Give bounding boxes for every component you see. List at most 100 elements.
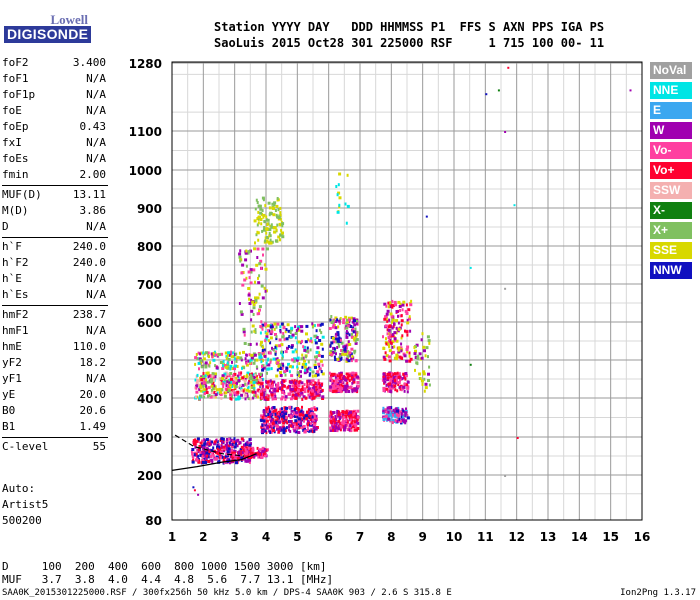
data-point — [387, 410, 390, 414]
data-point — [348, 415, 351, 419]
data-point — [263, 286, 266, 290]
data-point — [331, 351, 335, 355]
data-point — [210, 448, 214, 452]
data-point — [302, 425, 306, 428]
data-point — [346, 173, 349, 177]
data-point — [350, 413, 353, 417]
data-point — [401, 417, 405, 421]
data-point — [318, 382, 321, 385]
data-point — [398, 410, 402, 414]
data-point — [243, 443, 246, 447]
data-point — [402, 385, 406, 389]
data-point — [271, 418, 273, 422]
data-point — [251, 386, 254, 390]
data-point — [289, 414, 293, 418]
data-point — [350, 335, 354, 339]
data-point — [227, 353, 229, 357]
data-point — [395, 379, 398, 383]
data-point — [212, 374, 216, 378]
data-point — [264, 267, 268, 271]
data-point — [249, 358, 253, 362]
data-point — [343, 384, 347, 388]
data-point — [225, 355, 229, 359]
data-point — [311, 370, 315, 374]
data-point — [261, 196, 265, 200]
data-point — [248, 448, 252, 452]
data-point — [306, 410, 309, 414]
data-point — [305, 355, 307, 359]
data-point — [261, 368, 265, 372]
data-point — [391, 299, 394, 303]
data-point — [390, 381, 393, 385]
data-point — [309, 372, 312, 376]
data-point — [268, 232, 271, 235]
param-value: N/A — [86, 324, 106, 337]
data-point — [339, 338, 342, 342]
data-point — [271, 383, 274, 387]
data-point — [298, 328, 301, 332]
data-point — [227, 374, 231, 378]
data-point — [271, 422, 275, 426]
data-point — [315, 388, 318, 392]
data-point — [382, 335, 384, 339]
data-point — [382, 355, 386, 359]
data-point — [217, 445, 221, 449]
data-point — [303, 383, 306, 387]
param-name: foF1p — [2, 88, 36, 101]
data-point — [356, 381, 360, 384]
data-point — [255, 379, 258, 383]
data-point — [228, 458, 231, 462]
data-point — [286, 346, 289, 350]
data-point — [224, 446, 228, 450]
data-point — [265, 335, 269, 339]
data-point — [222, 445, 226, 449]
data-point — [263, 226, 266, 229]
data-point — [389, 374, 393, 378]
data-point — [235, 442, 237, 446]
data-point — [304, 368, 307, 372]
data-point — [272, 207, 275, 210]
data-point — [226, 380, 229, 384]
data-point — [192, 456, 195, 460]
data-point — [307, 338, 310, 342]
data-point — [261, 247, 265, 251]
data-point — [277, 428, 280, 432]
data-point — [196, 373, 199, 377]
data-point — [208, 364, 211, 368]
data-point — [290, 409, 294, 413]
data-point — [267, 201, 271, 205]
data-point — [254, 390, 257, 394]
data-point — [405, 407, 407, 411]
data-point — [346, 318, 348, 322]
data-point — [196, 379, 200, 382]
footer-version: Ion2Png 1.3.17 — [620, 588, 696, 598]
data-point — [310, 411, 314, 415]
data-point — [348, 372, 352, 376]
data-point — [321, 395, 325, 399]
data-point — [306, 346, 309, 350]
data-point — [337, 191, 341, 195]
data-point — [221, 374, 225, 378]
data-point — [409, 303, 413, 307]
param-value: N/A — [86, 72, 106, 85]
data-point — [391, 340, 395, 344]
data-point — [287, 392, 291, 396]
data-point — [204, 365, 208, 369]
data-point — [271, 424, 274, 427]
data-point — [387, 389, 390, 393]
data-point — [279, 217, 282, 221]
data-point — [345, 321, 349, 325]
data-point — [193, 489, 196, 492]
data-point — [213, 384, 216, 388]
data-point — [413, 352, 417, 356]
data-point — [414, 349, 417, 353]
data-point — [402, 352, 406, 356]
data-point — [330, 315, 333, 318]
data-point — [345, 335, 349, 339]
data-point — [294, 415, 296, 418]
data-point — [419, 377, 422, 381]
data-point — [202, 357, 206, 361]
data-point — [276, 361, 280, 365]
data-point — [305, 349, 309, 353]
data-point — [218, 459, 221, 463]
